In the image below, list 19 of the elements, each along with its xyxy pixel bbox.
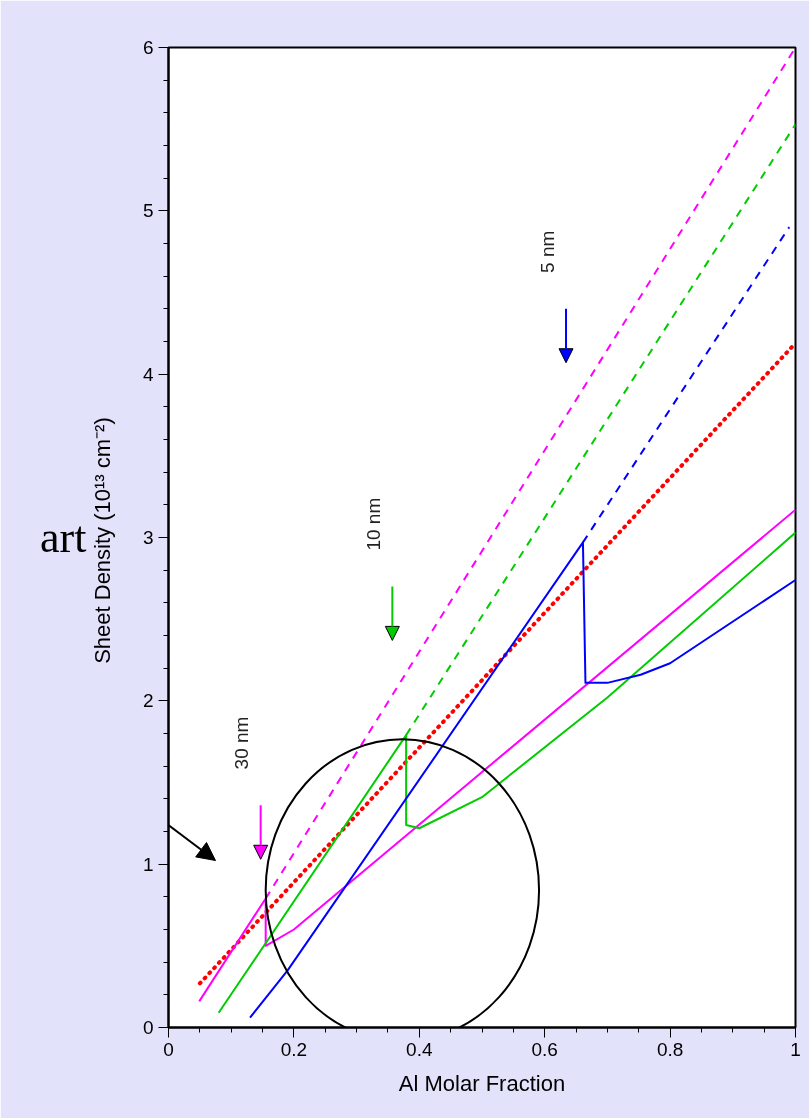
y-axis-title: Sheet Density (10¹³ cm⁻²) (89, 417, 115, 664)
x-tick-label: 0 (163, 1038, 174, 1060)
x-tick-label: 0.6 (531, 1038, 558, 1060)
y-tick-label: 5 (142, 200, 154, 222)
y-tick-label: 0 (142, 1017, 154, 1038)
x-tick-label: 0.2 (280, 1038, 308, 1060)
y-tick-label: 1 (142, 853, 154, 875)
y-tick-label: 4 (142, 363, 154, 385)
y-tick-label: 6 (142, 37, 154, 58)
x-tick-label: 0.8 (656, 1038, 684, 1060)
y-tick-label: 3 (142, 527, 154, 548)
y-tick-label: 2 (142, 690, 154, 712)
text: art (40, 513, 87, 562)
annotation: 5 nm (536, 230, 558, 273)
annotation: 10 nm (363, 497, 385, 551)
x-tick-label: 1 (790, 1038, 801, 1060)
annotation: 30 nm (231, 716, 253, 770)
x-axis-title: Al Molar Fraction (398, 1070, 566, 1096)
x-tick-label: 0.4 (406, 1038, 433, 1060)
